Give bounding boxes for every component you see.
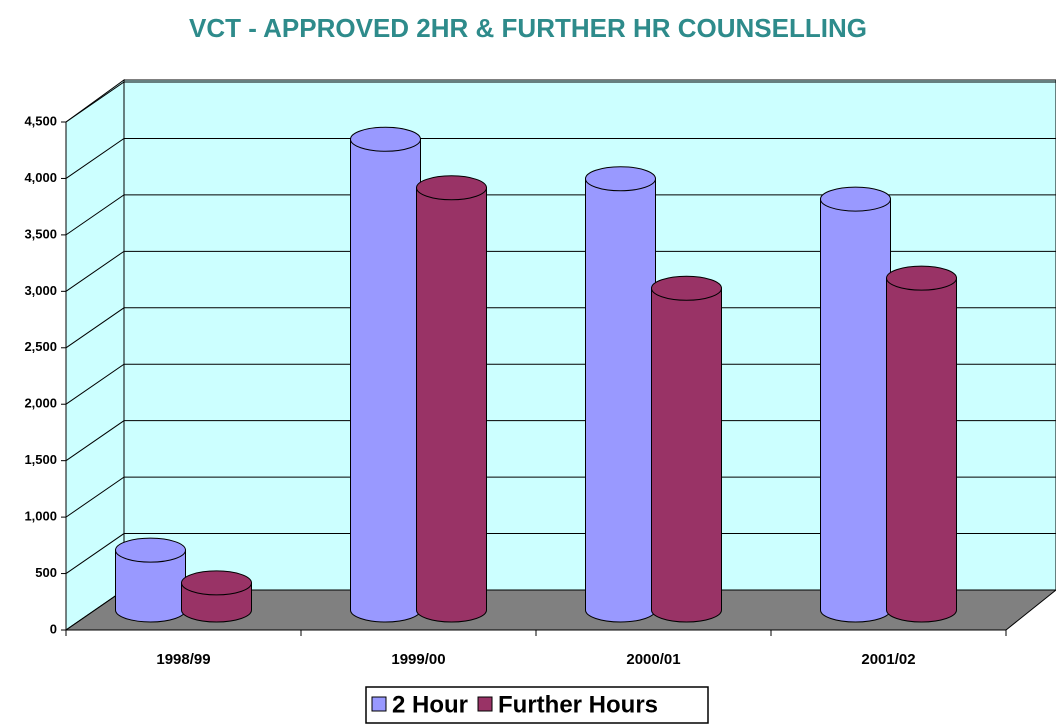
y-tick-label: 1,000 bbox=[24, 509, 57, 524]
y-tick-label: 3,000 bbox=[24, 283, 57, 298]
y-tick-label: 3,500 bbox=[24, 226, 57, 241]
y-tick-label: 1,500 bbox=[24, 452, 57, 467]
y-tick-label: 500 bbox=[35, 565, 57, 580]
bar bbox=[350, 138, 421, 623]
grid-line bbox=[65, 363, 1056, 405]
grid-line bbox=[65, 307, 1056, 349]
bar-top bbox=[820, 186, 891, 212]
bar-top bbox=[181, 570, 252, 596]
bar bbox=[416, 187, 487, 623]
x-tick-label: 1999/00 bbox=[391, 651, 445, 668]
legend-box bbox=[365, 686, 709, 724]
grid-line bbox=[65, 81, 1056, 123]
x-tick-label: 2001/02 bbox=[861, 651, 915, 668]
chart-title: VCT - APPROVED 2HR & FURTHER HR COUNSELL… bbox=[189, 13, 867, 43]
y-tick-label: 2,500 bbox=[24, 339, 57, 354]
grid-line bbox=[65, 533, 1056, 574]
bar bbox=[820, 198, 891, 623]
grid-line bbox=[65, 476, 1056, 518]
grid-line bbox=[65, 420, 1056, 462]
bar-top bbox=[115, 537, 186, 563]
y-tick-label: 4,000 bbox=[24, 170, 57, 185]
legend-swatch bbox=[477, 696, 493, 712]
bars bbox=[115, 126, 957, 623]
bar bbox=[886, 277, 957, 623]
x-tick-label: 1998/99 bbox=[156, 651, 210, 668]
legend: 2 Hour Further Hours bbox=[371, 691, 658, 718]
legend-label: Further Hours bbox=[498, 691, 658, 718]
y-tick-label: 0 bbox=[50, 621, 57, 636]
grid-line bbox=[65, 137, 1056, 179]
x-tick-label: 2000/01 bbox=[626, 651, 680, 668]
bar-top bbox=[886, 265, 957, 291]
bar-top bbox=[416, 175, 487, 201]
grid-line bbox=[65, 250, 1056, 292]
legend-swatch bbox=[371, 696, 387, 712]
y-tick-label: 4,500 bbox=[24, 113, 57, 128]
legend-label: 2 Hour bbox=[392, 691, 468, 718]
side-wall bbox=[65, 79, 125, 631]
bar-top bbox=[651, 275, 722, 301]
bar bbox=[651, 287, 722, 623]
bar-top bbox=[585, 166, 656, 192]
bar-top bbox=[350, 126, 421, 152]
bar bbox=[585, 178, 656, 623]
grid-line bbox=[65, 194, 1056, 236]
y-tick-label: 2,000 bbox=[24, 396, 57, 411]
